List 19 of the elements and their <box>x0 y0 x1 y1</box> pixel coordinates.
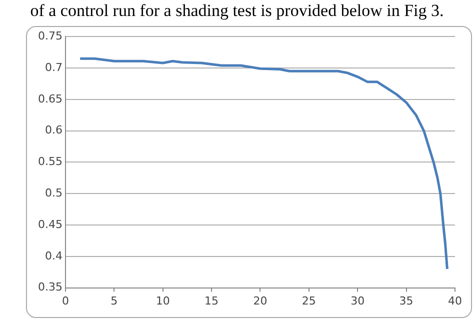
x-tick-label: 35 <box>399 294 414 308</box>
x-tick-label: 25 <box>302 294 316 308</box>
x-tick-label: 30 <box>350 294 365 308</box>
x-tick-label: 20 <box>253 294 268 308</box>
y-tick-label: 0.5 <box>44 186 62 200</box>
y-tick-label: 0.65 <box>38 92 62 106</box>
y-tick-label: 0.7 <box>44 60 62 74</box>
x-tick-label: 0 <box>62 294 69 308</box>
y-tick-label: 0.35 <box>38 280 62 294</box>
x-tick-label: 40 <box>448 294 462 308</box>
x-tick-label: 10 <box>156 294 170 308</box>
y-tick-label: 0.75 <box>38 29 62 42</box>
y-tick-label: 0.45 <box>38 218 62 231</box>
x-tick-label: 15 <box>204 294 219 308</box>
y-tick-label: 0.6 <box>44 124 62 137</box>
text: of a control run for a shading test is provided below in Fig 3. <box>29 0 445 22</box>
x-tick-label: 5 <box>110 294 118 308</box>
y-tick-label: 0.4 <box>44 249 62 262</box>
y-tick-label: 0.55 <box>38 155 62 168</box>
